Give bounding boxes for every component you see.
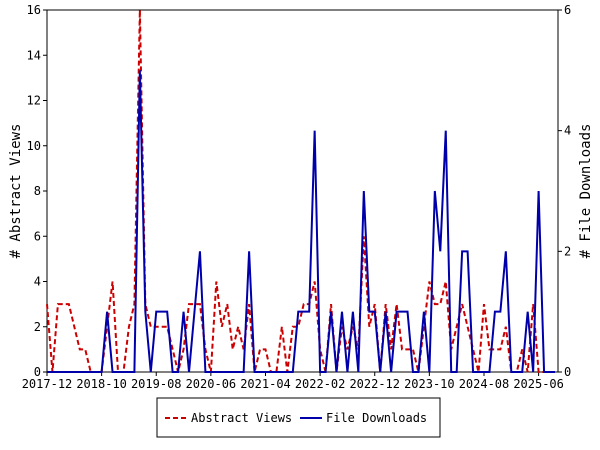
x-tick-label: 2025-06 (513, 377, 564, 391)
legend-label: Abstract Views (191, 411, 292, 425)
y-tick-label: 16 (27, 3, 41, 17)
x-tick-label: 2024-08 (459, 377, 510, 391)
x-tick-label: 2021-04 (240, 377, 291, 391)
series-line (47, 70, 555, 373)
y2-tick-label: 4 (564, 124, 571, 138)
series-line (46, 9, 555, 373)
y2-tick-label: 6 (564, 3, 571, 17)
y-tick-label: 2 (34, 320, 41, 334)
x-tick-label: 2022-12 (349, 377, 400, 391)
y-tick-label: 0 (34, 365, 41, 379)
y-tick-label: 4 (34, 275, 41, 289)
y-tick-label: 12 (27, 94, 41, 108)
x-tick-label: 2022-02 (295, 377, 346, 391)
x-tick-label: 2020-06 (186, 377, 237, 391)
y2-axis-label: # File Downloads (578, 124, 594, 259)
y-tick-label: 8 (34, 184, 41, 198)
x-tick-label: 2023-10 (404, 377, 455, 391)
y-tick-label: 10 (27, 139, 41, 153)
y2-tick-label: 0 (564, 365, 571, 379)
x-tick-label: 2018-10 (76, 377, 127, 391)
legend-label: File Downloads (326, 411, 427, 425)
x-tick-label: 2019-08 (131, 377, 182, 391)
y-tick-label: 14 (27, 48, 41, 62)
x-tick-label: 2017-12 (22, 377, 73, 391)
y-tick-label: 6 (34, 229, 41, 243)
plot-frame (46, 9, 559, 373)
y-axis-label: # Abstract Views (8, 124, 24, 259)
legend-box (156, 397, 441, 438)
y2-tick-label: 2 (564, 244, 571, 258)
